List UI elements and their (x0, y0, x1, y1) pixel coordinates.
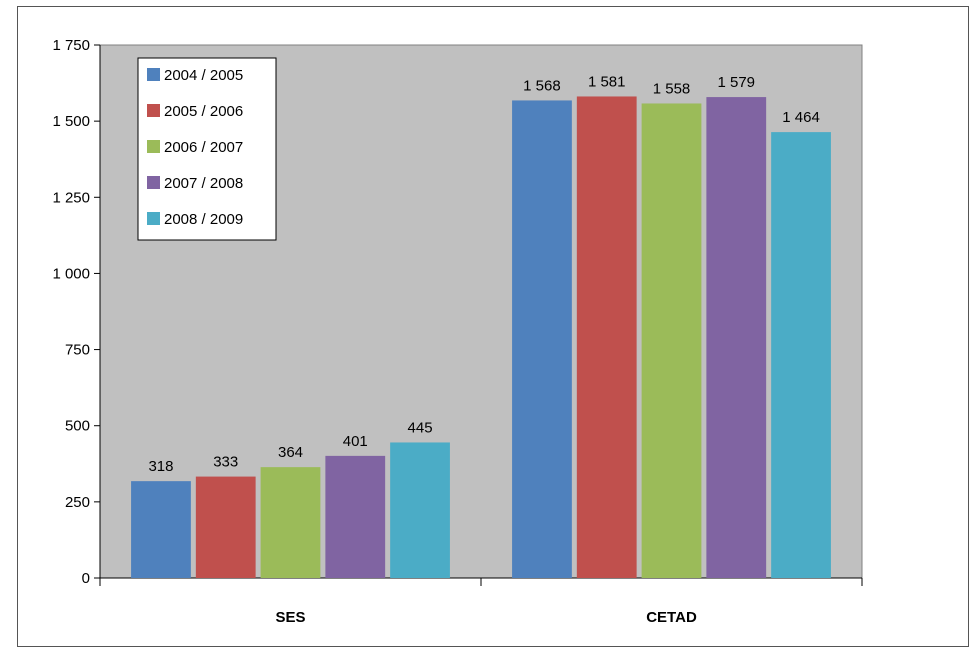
y-tick-label: 250 (65, 494, 90, 511)
legend-swatch (147, 176, 160, 189)
data-label: 445 (408, 419, 433, 436)
y-tick-label: 1 750 (52, 37, 90, 54)
bar (512, 100, 572, 578)
data-label: 364 (278, 444, 303, 461)
y-tick-label: 500 (65, 418, 90, 435)
y-tick-label: 750 (65, 342, 90, 359)
legend-swatch (147, 212, 160, 225)
legend-swatch (147, 68, 160, 81)
legend-label: 2004 / 2005 (164, 67, 243, 84)
data-label: 1 581 (588, 73, 626, 90)
y-tick-label: 0 (82, 570, 90, 587)
data-label: 1 568 (523, 77, 561, 94)
bar (325, 455, 386, 578)
legend-swatch (147, 140, 160, 153)
legend-label: 2005 / 2006 (164, 103, 243, 120)
bar (576, 96, 637, 579)
bar (706, 97, 767, 578)
bar (390, 442, 450, 578)
y-tick-label: 1 000 (52, 265, 90, 282)
y-tick-label: 1 500 (52, 113, 90, 130)
x-category-label: CETAD (646, 609, 697, 626)
legend-box (137, 57, 277, 241)
y-axis: 0 250 500 750 1 000 1 250 1 500 1 750 (52, 37, 101, 587)
data-label: 401 (343, 433, 368, 450)
legend-label: 2007 / 2008 (164, 175, 243, 192)
data-label: 1 558 (653, 80, 691, 97)
legend-swatch (147, 104, 160, 117)
data-label: 1 579 (717, 74, 755, 91)
legend: 2004 / 2005 2005 / 2006 2006 / 2007 2007 / … (137, 57, 277, 241)
bar (131, 481, 191, 578)
y-tick-label: 1 250 (52, 189, 90, 206)
x-axis: SES CETAD (99, 577, 863, 626)
bar (771, 132, 831, 578)
data-label: 1 464 (782, 109, 820, 126)
legend-label: 2006 / 2007 (164, 139, 243, 156)
legend-label: 2008 / 2009 (164, 211, 243, 228)
bar (641, 103, 702, 578)
x-category-label: SES (275, 609, 305, 626)
bar (260, 467, 321, 578)
bars (131, 96, 831, 579)
bar (195, 476, 256, 578)
data-label: 333 (213, 454, 238, 471)
data-labels: 318 333 364 401 445 1 568 1 581 1 558 1 579 1 464 (148, 73, 819, 475)
data-label: 318 (148, 458, 173, 475)
